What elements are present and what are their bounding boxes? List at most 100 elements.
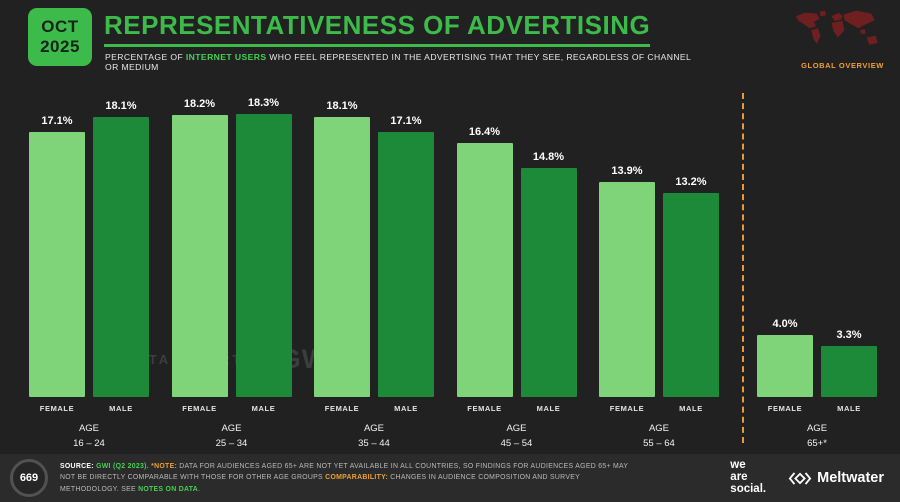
bar-pair: 4.0% 3.3% [757, 95, 877, 397]
age-range-label: 65+* [807, 437, 827, 449]
age-axis-label: AGE 16 – 24 [73, 422, 105, 451]
bar-group: 18.2% 18.3% FEMALE MALE AGE 25 – 34 [171, 95, 293, 451]
series-label-male: MALE [109, 404, 133, 413]
page-number-badge: 669 [10, 459, 48, 497]
bar-male [378, 132, 434, 397]
bar-column: 4.0% [757, 318, 813, 397]
chart-group-65plus: 4.0% 3.3% FEMALE MALE AGE 65+* [756, 95, 880, 451]
source-note-text: SOURCE: GWI (Q2 2023). *NOTE: DATA FOR A… [60, 461, 640, 495]
legend-row: FEMALE MALE [757, 404, 877, 413]
bar-pair: 16.4% 14.8% [456, 95, 577, 397]
subtitle-suffix: WHO FEEL REPRESENTED IN THE ADVERTISING … [105, 52, 691, 72]
age-range-label: 25 – 34 [215, 437, 248, 449]
bar-group: 18.1% 17.1% FEMALE MALE AGE 35 – 44 [313, 95, 435, 451]
bar-column: 16.4% [456, 126, 513, 397]
bar-female [171, 115, 228, 397]
bar-value-label: 17.1% [390, 115, 422, 127]
age-axis-label: AGE 45 – 54 [501, 422, 533, 451]
bar-column: 14.8% [520, 151, 577, 397]
series-label-female: FEMALE [609, 404, 645, 413]
series-label-female: FEMALE [767, 404, 803, 413]
bar-group: 4.0% 3.3% FEMALE MALE AGE 65+* [756, 95, 878, 451]
meltwater-label: Meltwater [817, 470, 884, 486]
series-label-female: FEMALE [39, 404, 75, 413]
bar-value-label: 18.1% [105, 100, 137, 112]
bar-female [599, 182, 655, 397]
source-link[interactable]: GWI (Q2 2023). [93, 462, 152, 470]
age-label: AGE [221, 423, 242, 434]
series-label-male: MALE [679, 404, 703, 413]
bar-column: 17.1% [378, 115, 434, 397]
bar-column: 17.1% [29, 115, 85, 397]
legend-row: FEMALE MALE [457, 404, 577, 413]
legend-row: FEMALE MALE [599, 404, 719, 413]
bar-group: 16.4% 14.8% FEMALE MALE AGE 45 – 54 [456, 95, 578, 451]
we-are-social-logo: we are social. [730, 460, 766, 495]
bar-female [757, 335, 813, 397]
comparability-label: COMPARABILITY: [325, 474, 389, 482]
series-label-female: FEMALE [467, 404, 502, 413]
page-title: REPRESENTATIVENESS OF ADVERTISING [104, 10, 651, 47]
meltwater-logo-icon [788, 471, 812, 485]
series-label-male: MALE [536, 404, 561, 413]
date-badge-month: OCT [41, 17, 79, 37]
series-label-male: MALE [251, 404, 276, 413]
legend-row: FEMALE MALE [29, 404, 149, 413]
bar-value-label: 14.8% [532, 151, 565, 163]
series-label-female: FEMALE [324, 404, 360, 413]
bar-female [29, 132, 85, 397]
bar-value-label: 13.2% [675, 176, 707, 188]
bar-column: 18.2% [171, 98, 228, 397]
bar-female [456, 143, 513, 397]
age-axis-label: AGE 65+* [807, 422, 827, 451]
source-label: SOURCE: [60, 462, 94, 470]
age-65-separator-line [742, 93, 744, 443]
bar-value-label: 18.3% [247, 97, 280, 109]
bar-value-label: 17.1% [41, 115, 73, 127]
bar-column: 18.1% [93, 100, 149, 397]
bar-female [314, 117, 370, 397]
age-axis-label: AGE 35 – 44 [358, 422, 390, 451]
chart-groups-main: 17.1% 18.1% FEMALE MALE AGE 16 – 24 18.2% 18.3%… [28, 95, 720, 451]
meltwater-logo: Meltwater [788, 470, 884, 486]
bar-value-label: 18.2% [183, 98, 216, 110]
footer-bar: 669 SOURCE: GWI (Q2 2023). *NOTE: DATA F… [0, 454, 900, 502]
was-line2: are [730, 471, 748, 484]
bar-male [663, 193, 719, 397]
global-overview-label: GLOBAL OVERVIEW [801, 61, 884, 70]
bar-column: 18.1% [314, 100, 370, 397]
age-label: AGE [78, 423, 100, 434]
age-label: AGE [506, 423, 527, 434]
bar-value-label: 13.9% [611, 165, 643, 177]
bar-column: 3.3% [821, 329, 877, 397]
date-badge-year: 2025 [40, 37, 80, 56]
bar-male [821, 346, 877, 397]
bar-column: 13.9% [599, 165, 655, 397]
subtitle-highlight: INTERNET USERS [185, 52, 267, 62]
series-label-female: FEMALE [182, 404, 217, 413]
note-label: *NOTE: [151, 462, 178, 470]
was-line1: we [730, 459, 746, 472]
series-label-male: MALE [837, 404, 861, 413]
was-line3: social. [730, 482, 767, 495]
bar-male [520, 168, 577, 397]
age-range-label: 55 – 64 [643, 437, 675, 449]
bar-value-label: 18.1% [326, 100, 358, 112]
age-label: AGE [363, 423, 385, 434]
age-axis-label: AGE 55 – 64 [643, 422, 675, 451]
age-label: AGE [806, 423, 828, 434]
age-label: AGE [648, 423, 670, 434]
legend-row: FEMALE MALE [172, 404, 292, 413]
date-badge: OCT 2025 [28, 8, 92, 66]
notes-on-data-link[interactable]: NOTES ON DATA [138, 485, 199, 493]
bar-pair: 18.1% 17.1% [314, 95, 434, 397]
bar-male [235, 114, 292, 397]
subtitle-prefix: PERCENTAGE OF [105, 52, 186, 62]
bar-male [93, 117, 149, 397]
bar-pair: 18.2% 18.3% [171, 95, 292, 397]
world-map-icon [795, 10, 878, 45]
comparability-text: CHANGES IN AUDIENCE COMPOSITION AND SURV… [60, 474, 580, 493]
bar-value-label: 4.0% [772, 318, 798, 330]
bar-pair: 17.1% 18.1% [29, 95, 149, 397]
